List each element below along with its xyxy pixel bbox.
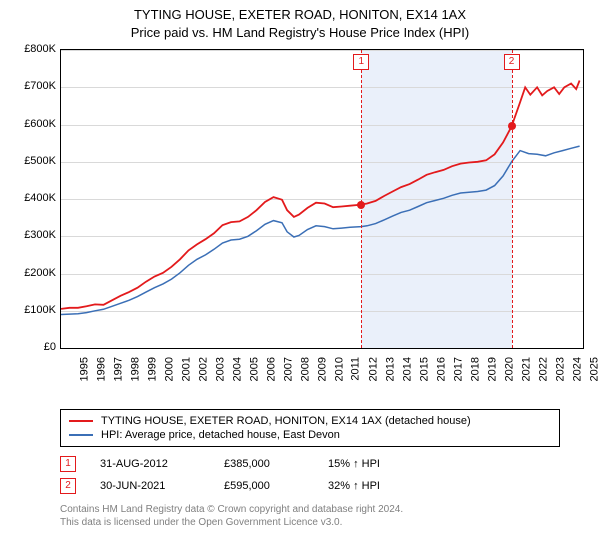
xtick-label: 2003 bbox=[215, 357, 227, 381]
xtick-label: 1998 bbox=[129, 357, 141, 381]
xtick-label: 2024 bbox=[572, 357, 584, 381]
plot-area: 12 bbox=[60, 49, 584, 349]
chart-title: TYTING HOUSE, EXETER ROAD, HONITON, EX14… bbox=[12, 6, 588, 41]
sale-marker-1: 1 bbox=[60, 456, 76, 472]
title-line-1: TYTING HOUSE, EXETER ROAD, HONITON, EX14… bbox=[134, 7, 466, 22]
ytick-label: £600K bbox=[12, 118, 56, 130]
sale-row: 2 30-JUN-2021 £595,000 32% ↑ HPI bbox=[60, 475, 588, 497]
sale-marker-2: 2 bbox=[60, 478, 76, 494]
xtick-label: 2004 bbox=[232, 357, 244, 381]
xtick-label: 2009 bbox=[317, 357, 329, 381]
legend-label-property: TYTING HOUSE, EXETER ROAD, HONITON, EX14… bbox=[101, 415, 471, 427]
xtick-label: 1995 bbox=[78, 357, 90, 381]
legend-row: TYTING HOUSE, EXETER ROAD, HONITON, EX14… bbox=[69, 414, 551, 428]
legend: TYTING HOUSE, EXETER ROAD, HONITON, EX14… bbox=[60, 409, 560, 447]
xtick-label: 2006 bbox=[266, 357, 278, 381]
ytick-label: £400K bbox=[12, 192, 56, 204]
sale-dot bbox=[357, 201, 365, 209]
sale-date: 30-JUN-2021 bbox=[100, 480, 200, 492]
sale-pct: 15% ↑ HPI bbox=[328, 458, 418, 470]
ytick-label: £300K bbox=[12, 229, 56, 241]
xtick-label: 2022 bbox=[538, 357, 550, 381]
xtick-label: 2001 bbox=[181, 357, 193, 381]
sale-pct: 32% ↑ HPI bbox=[328, 480, 418, 492]
xtick-label: 2017 bbox=[453, 357, 465, 381]
xtick-label: 2015 bbox=[419, 357, 431, 381]
ytick-label: £0 bbox=[12, 341, 56, 353]
xtick-label: 2007 bbox=[283, 357, 295, 381]
sales-table: 1 31-AUG-2012 £385,000 15% ↑ HPI 2 30-JU… bbox=[60, 453, 588, 497]
ytick-label: £700K bbox=[12, 80, 56, 92]
footer: Contains HM Land Registry data © Crown c… bbox=[60, 503, 588, 529]
xtick-label: 2008 bbox=[300, 357, 312, 381]
sale-price: £595,000 bbox=[224, 480, 304, 492]
line-svg bbox=[61, 50, 583, 348]
xtick-label: 2000 bbox=[164, 357, 176, 381]
sale-price: £385,000 bbox=[224, 458, 304, 470]
sale-dot bbox=[508, 122, 516, 130]
xtick-label: 2020 bbox=[504, 357, 516, 381]
xtick-label: 2023 bbox=[555, 357, 567, 381]
xtick-label: 2011 bbox=[350, 357, 362, 381]
xtick-label: 1997 bbox=[112, 357, 124, 381]
xtick-label: 1999 bbox=[146, 357, 158, 381]
xtick-label: 2010 bbox=[334, 357, 346, 381]
xtick-label: 2005 bbox=[249, 357, 261, 381]
xtick-label: 1996 bbox=[95, 357, 107, 381]
sale-vline bbox=[512, 50, 513, 348]
ytick-label: £500K bbox=[12, 155, 56, 167]
legend-swatch-hpi bbox=[69, 434, 93, 436]
chart-area: 12 £0£100K£200K£300K£400K£500K£600K£700K… bbox=[12, 45, 588, 405]
xtick-label: 2013 bbox=[385, 357, 397, 381]
xtick-label: 2019 bbox=[487, 357, 499, 381]
legend-label-hpi: HPI: Average price, detached house, East… bbox=[101, 429, 340, 441]
ytick-label: £100K bbox=[12, 304, 56, 316]
xtick-label: 2016 bbox=[436, 357, 448, 381]
xtick-label: 2021 bbox=[521, 357, 533, 381]
ytick-label: £200K bbox=[12, 267, 56, 279]
sale-marker-box: 1 bbox=[353, 54, 369, 70]
footer-line-1: Contains HM Land Registry data © Crown c… bbox=[60, 504, 403, 515]
ytick-label: £800K bbox=[12, 43, 56, 55]
series-hpi bbox=[61, 146, 580, 314]
legend-row: HPI: Average price, detached house, East… bbox=[69, 428, 551, 442]
sale-row: 1 31-AUG-2012 £385,000 15% ↑ HPI bbox=[60, 453, 588, 475]
sale-date: 31-AUG-2012 bbox=[100, 458, 200, 470]
title-line-2: Price paid vs. HM Land Registry's House … bbox=[131, 25, 469, 40]
sale-marker-box: 2 bbox=[504, 54, 520, 70]
series-property bbox=[61, 81, 580, 309]
xtick-label: 2025 bbox=[589, 357, 600, 381]
xtick-label: 2002 bbox=[198, 357, 210, 381]
sale-vline bbox=[361, 50, 362, 348]
footer-line-2: This data is licensed under the Open Gov… bbox=[60, 517, 342, 528]
legend-swatch-property bbox=[69, 420, 93, 422]
xtick-label: 2012 bbox=[368, 357, 380, 381]
chart-container: TYTING HOUSE, EXETER ROAD, HONITON, EX14… bbox=[0, 0, 600, 560]
xtick-label: 2018 bbox=[470, 357, 482, 381]
xtick-label: 2014 bbox=[402, 357, 414, 381]
